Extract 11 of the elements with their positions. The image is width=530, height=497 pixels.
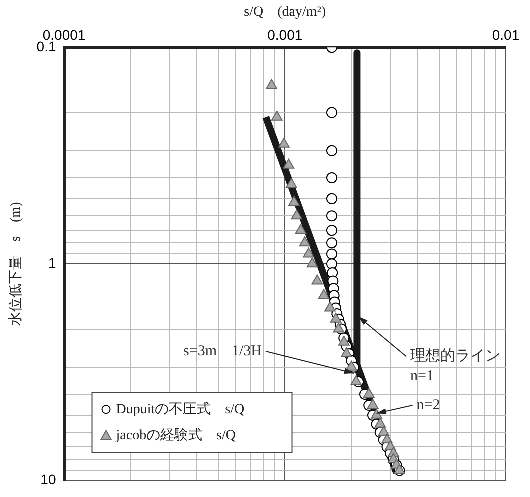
annotation: 理想的ライン n=1 xyxy=(410,348,501,385)
y-tick-label: 1 xyxy=(48,254,56,271)
x-tick-label: 0.01 xyxy=(492,27,520,44)
legend-label: Dupuitの不圧式 s/Q xyxy=(116,401,245,418)
annotation: n=2 xyxy=(416,397,440,414)
annotation: s=3m 1/3H xyxy=(184,343,262,360)
x-axis-title: s/Q (day/m²) xyxy=(244,5,326,20)
y-tick-label: 10 xyxy=(40,471,56,488)
x-tick-label: 0.001 xyxy=(268,27,303,44)
legend-label: jacobの経験式 s/Q xyxy=(115,427,236,444)
y-axis-title: 水位低下量 s (m) xyxy=(8,202,24,326)
